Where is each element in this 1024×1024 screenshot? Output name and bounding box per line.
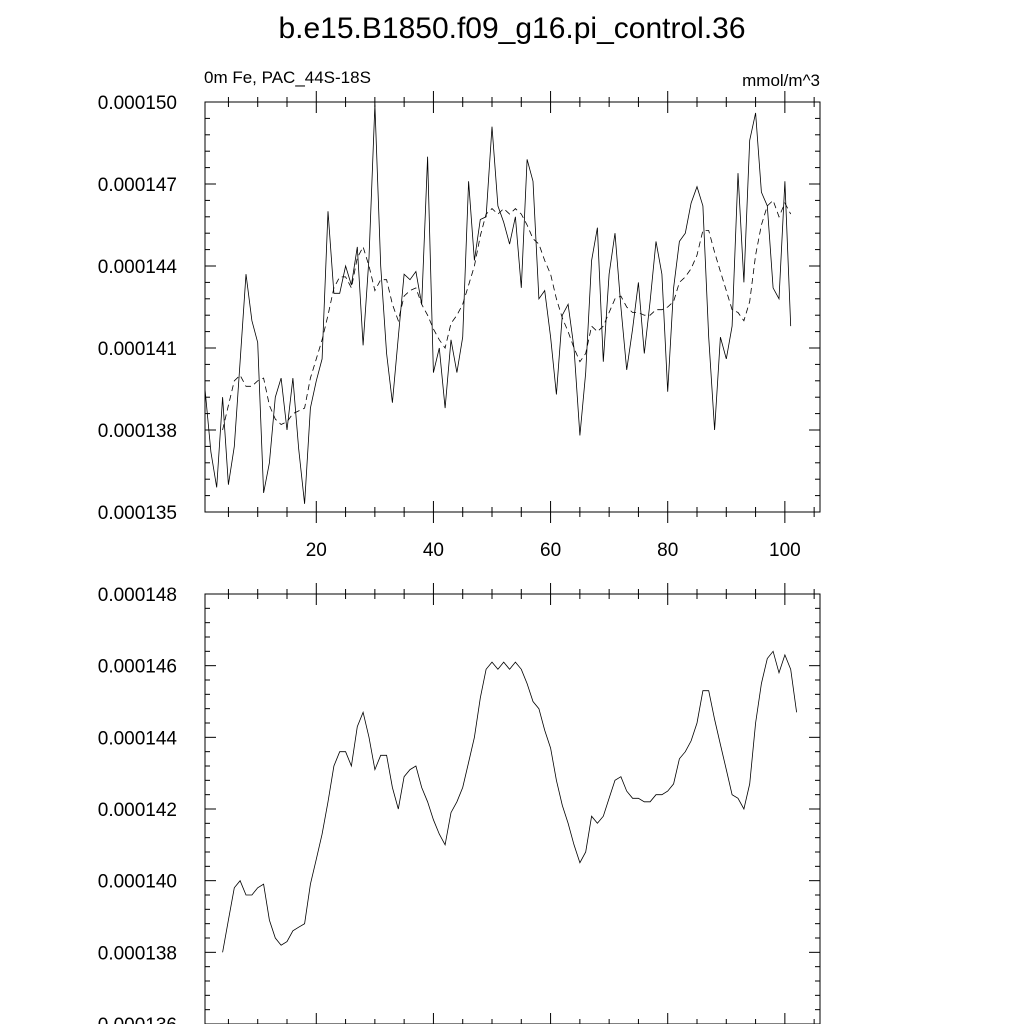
top-ytick-label: 0.000141 (98, 339, 177, 360)
bottom-ytick-label: 0.000136 (98, 1015, 177, 1024)
bottom-ytick-label: 0.000144 (98, 728, 178, 749)
bottom-panel-ticks: 0.000136 0.000138 0.000140 0.000142 0.000144… (98, 583, 820, 1024)
bottom-ytick-label: 0.000142 (98, 800, 177, 821)
top-panel-ticks: 0.000135 0.000138 0.000141 0.000144 0.000147… (98, 91, 820, 561)
bottom-ytick-label: 0.000148 (98, 585, 177, 606)
bottom-ytick-label: 0.000140 (98, 872, 177, 893)
top-panel-frame (204, 101, 821, 513)
top-series-dashed-line (222, 199, 792, 431)
top-panel-left-label: 0m Fe, PAC_44S-18S (204, 68, 371, 87)
top-panel: 0m Fe, PAC_44S-18S mmol/m^3 0.0001350.00… (98, 68, 821, 561)
top-ytick-label: 0.000147 (98, 175, 177, 196)
top-panel-series (204, 104, 792, 504)
top-xtick-label: 60 (540, 540, 561, 561)
top-series-solid-line (204, 104, 792, 504)
top-ytick-label: 0.000150 (98, 93, 177, 114)
bottom-panel-series (222, 650, 797, 953)
top-ytick-label: 0.000144 (98, 257, 178, 278)
top-xtick-label: 100 (769, 540, 801, 561)
bottom-series-solid-line (222, 650, 797, 953)
bottom-panel-frame (204, 593, 821, 1024)
top-ytick-label: 0.000135 (98, 503, 177, 524)
top-xtick-label: 40 (423, 540, 444, 561)
chart-title: b.e15.B1850.f09_g16.pi_control.36 (278, 12, 745, 45)
bottom-panel: 0.000136 0.000138 0.000140 0.000142 0.000144… (98, 583, 821, 1024)
top-xtick-label: 20 (306, 540, 327, 561)
top-xtick-label: 80 (657, 540, 678, 561)
top-ytick-label: 0.000138 (98, 421, 177, 442)
bottom-ytick-label: 0.000146 (98, 657, 177, 678)
top-panel-units-label: mmol/m^3 (742, 71, 820, 90)
bottom-ytick-label: 0.000138 (98, 943, 177, 964)
